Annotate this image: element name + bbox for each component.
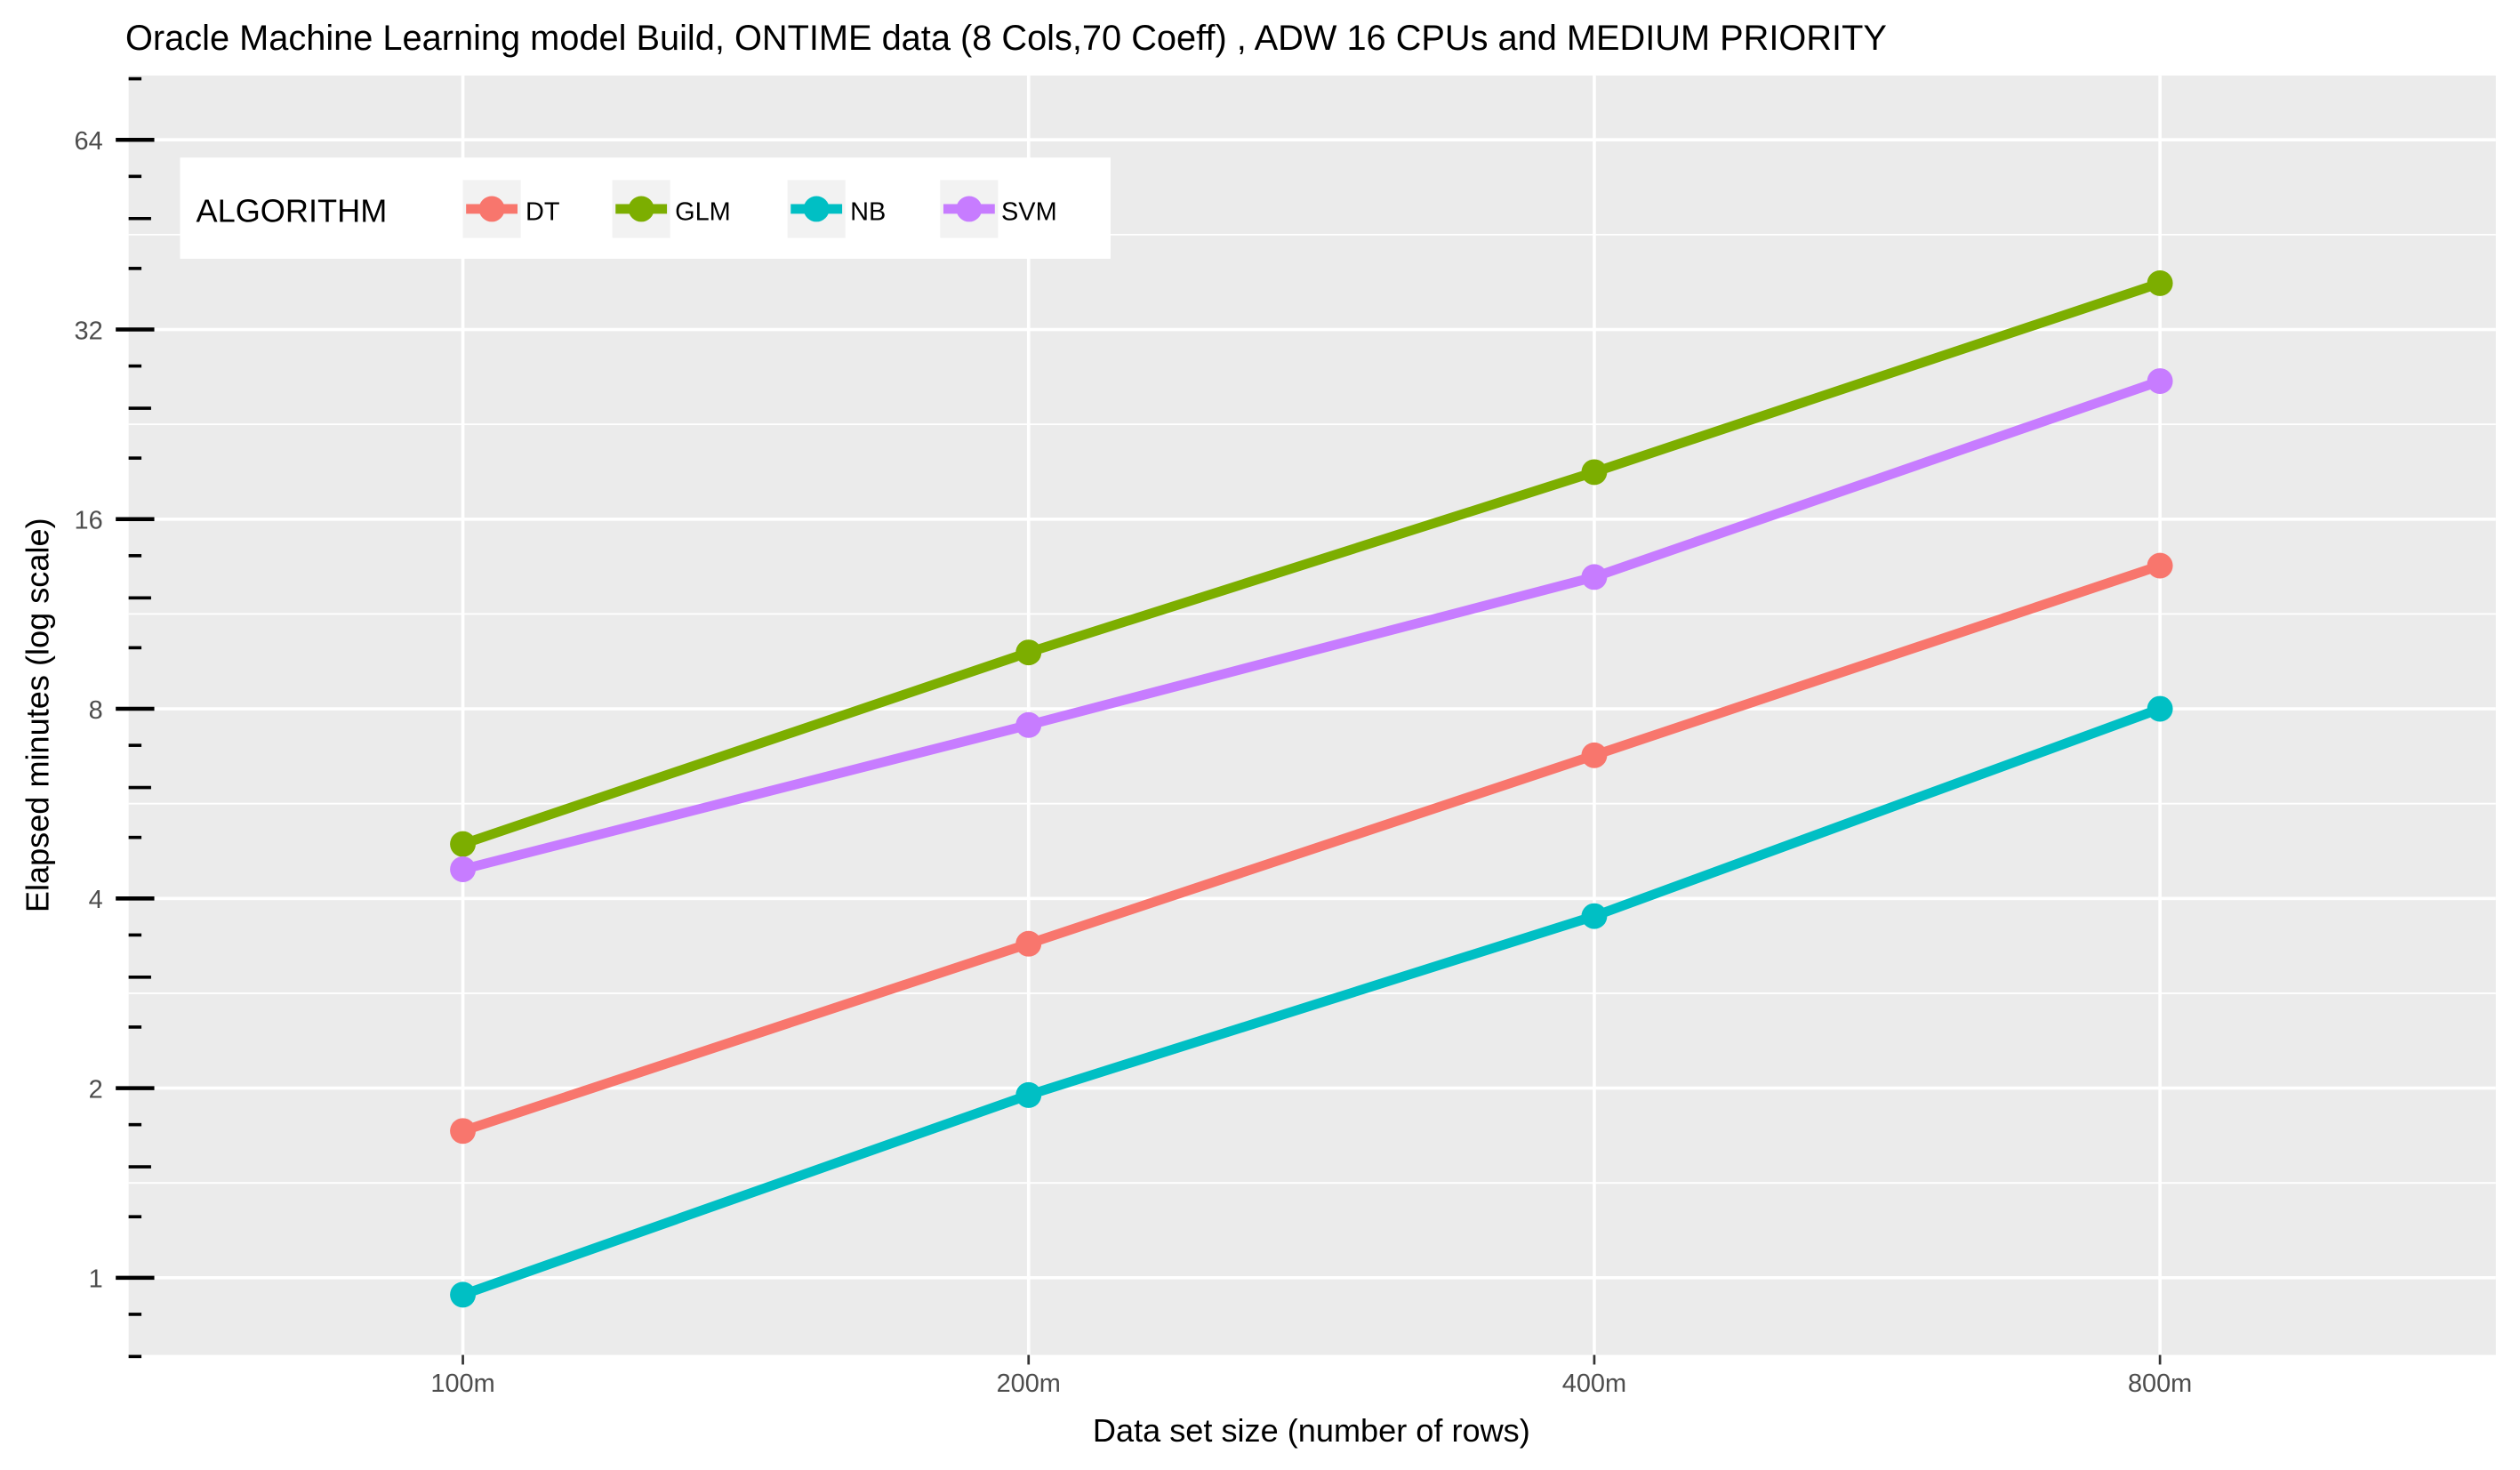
y-axis: 1 2 4 8 16 32 64 xyxy=(75,76,155,1359)
data-point-glm xyxy=(2147,269,2173,296)
series-line-glm xyxy=(461,278,2162,849)
data-point-svm xyxy=(450,856,477,882)
y-tick-label: 32 xyxy=(75,317,103,345)
legend-item-nb: NB xyxy=(787,180,886,238)
legend-key-point xyxy=(478,196,505,222)
legend-key-point xyxy=(803,196,830,222)
data-point-svm xyxy=(1015,711,1042,738)
legend-label: GLM xyxy=(675,198,731,227)
y-axis-label: Elapsed minutes (log scale) xyxy=(19,518,55,912)
data-point-svm xyxy=(2147,368,2173,394)
y-tick-label: 2 xyxy=(89,1075,103,1104)
plot-panel xyxy=(128,75,2496,1355)
chart-title: Oracle Machine Learning model Build, ONT… xyxy=(125,19,1887,58)
data-point-dt xyxy=(1015,930,1042,957)
legend-item-glm: GLM xyxy=(612,180,731,238)
series-group xyxy=(450,269,2173,1308)
x-tick-label: 400m xyxy=(1562,1370,1626,1398)
data-point-glm xyxy=(1015,639,1042,666)
series-line-svm xyxy=(461,376,2162,874)
x-tick-label: 100m xyxy=(430,1370,494,1398)
data-point-glm xyxy=(1581,459,1608,486)
data-point-nb xyxy=(2147,695,2173,722)
x-tick-label: 800m xyxy=(2128,1370,2192,1398)
y-tick-label: 4 xyxy=(89,886,103,914)
y-tick-label: 1 xyxy=(89,1265,103,1294)
legend: ALGORITHM DT GLM NB SVM xyxy=(180,157,1111,259)
legend-item-dt: DT xyxy=(462,180,560,238)
data-point-dt xyxy=(1581,742,1608,768)
data-point-dt xyxy=(2147,552,2173,579)
x-axis-label: Data set size (number of rows) xyxy=(1093,1412,1530,1449)
data-point-nb xyxy=(1015,1081,1042,1108)
legend-label: NB xyxy=(850,198,886,227)
legend-label: SVM xyxy=(1001,198,1057,227)
legend-label: DT xyxy=(526,198,560,227)
data-point-dt xyxy=(450,1118,477,1145)
legend-title: ALGORITHM xyxy=(197,192,388,229)
legend-item-svm: SVM xyxy=(940,180,1057,238)
series-line-dt xyxy=(461,560,2162,1136)
y-tick-label: 8 xyxy=(89,696,103,725)
series-line-nb xyxy=(461,703,2162,1299)
y-tick-label: 64 xyxy=(75,127,103,156)
x-axis: 100m 200m 400m 800m xyxy=(430,1354,2192,1398)
data-point-svm xyxy=(1581,564,1608,590)
data-point-nb xyxy=(450,1281,477,1308)
data-point-nb xyxy=(1581,903,1608,929)
y-tick-label: 16 xyxy=(75,507,103,535)
legend-key-point xyxy=(956,196,983,222)
data-point-glm xyxy=(450,831,477,857)
x-tick-label: 200m xyxy=(997,1370,1061,1398)
legend-key-point xyxy=(628,196,654,222)
